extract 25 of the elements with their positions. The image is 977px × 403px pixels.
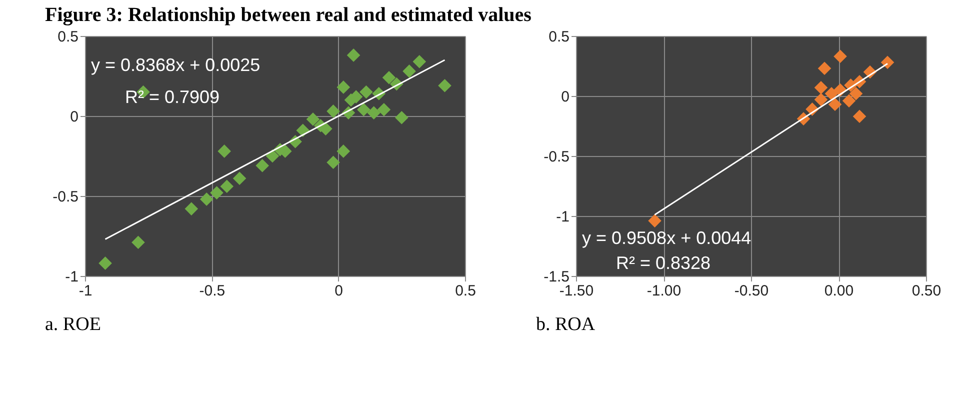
x-tick-label: 0.50 (912, 282, 942, 300)
x-tick-label: -1 (78, 282, 92, 300)
y-tick-label: 0 (70, 108, 78, 126)
text: a. ROE (45, 314, 101, 335)
annotation: y = 0.8368x + 0.0025 (91, 55, 260, 75)
x-tick-label: -1.00 (646, 282, 682, 300)
chart-title: Figure 3: Relationship between real and estimated values (45, 4, 532, 26)
x-tick-label: 0.00 (824, 282, 854, 300)
x-tick-label: 0.5 (455, 282, 476, 300)
y-tick-label: 0.5 (548, 28, 570, 46)
y-tick-label: -0.5 (544, 148, 570, 166)
x-tick-label: -0.5 (199, 282, 226, 300)
annotation: R² = 0.8328 (616, 253, 711, 273)
x-tick-label: -0.50 (734, 282, 769, 300)
y-tick-label: -0.5 (52, 188, 78, 206)
y-tick-label: 0 (561, 88, 570, 106)
y-tick-label: -1 (65, 268, 78, 286)
annotation: R² = 0.7909 (125, 87, 220, 107)
text: b. ROA (536, 314, 596, 335)
x-tick-label: -1.50 (559, 282, 594, 300)
x-tick-label: 0 (334, 282, 344, 300)
y-tick-label: -1 (556, 208, 570, 226)
annotation: y = 0.9508x + 0.0044 (582, 228, 752, 248)
y-tick-label: 0.5 (58, 28, 78, 46)
y-tick-label: -1.5 (544, 268, 570, 286)
